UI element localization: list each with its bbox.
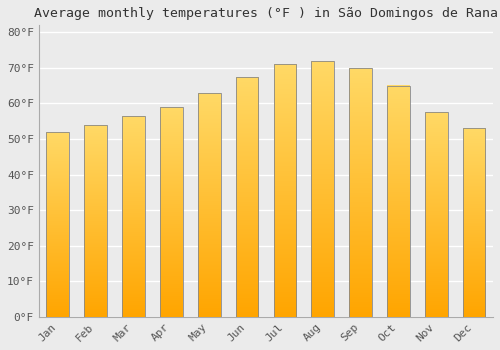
Title: Average monthly temperatures (°F ) in São Domingos de Rana: Average monthly temperatures (°F ) in Sã…: [34, 7, 498, 20]
